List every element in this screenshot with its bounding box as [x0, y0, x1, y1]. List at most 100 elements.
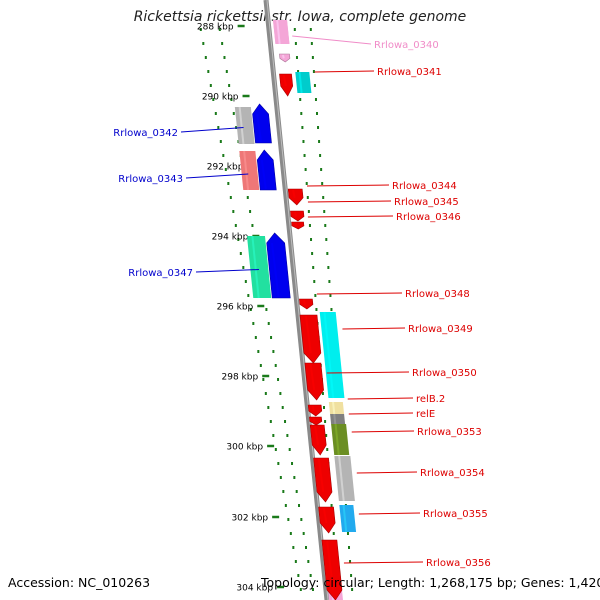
gene-rrlowa-0350[interactable]	[304, 362, 324, 401]
guide-dot	[350, 574, 353, 577]
cog-bar-rrlowa-0355[interactable]	[339, 505, 357, 532]
gene-label-rrlowa-0341[interactable]: Rrlowa_0341	[377, 67, 442, 78]
gene-label-rrlowa-0349[interactable]: Rrlowa_0349	[408, 324, 473, 335]
kbp-tick-label: 296 kbp	[217, 303, 254, 313]
gene-label-rele[interactable]: relE	[416, 409, 435, 420]
cog-bar-sheen	[338, 455, 345, 502]
gene-label-rrlowa-0340[interactable]: Rrlowa_0340	[374, 40, 439, 51]
cog-bar-sheen	[276, 19, 281, 45]
guide-dot	[330, 308, 333, 311]
cog-bar-rrlowa-0343[interactable]	[239, 151, 260, 190]
cog-bar-rrlowa-0341[interactable]	[295, 72, 312, 93]
cog-bar-rele[interactable]	[330, 414, 346, 424]
gene-arrow-edge	[304, 362, 324, 401]
guide-dot	[246, 196, 249, 199]
cog-bar-rrlowa-0354[interactable]	[334, 456, 355, 501]
guide-dot	[324, 224, 327, 227]
label-leader-line	[358, 512, 421, 515]
map-title: Rickettsia rickettsii str. Iowa, complet…	[133, 9, 467, 25]
gene-arrow-edge	[287, 188, 304, 206]
kbp-tick-label: 288 kbp	[197, 23, 234, 33]
guide-dot	[199, 28, 202, 31]
gene-rrlowa-0355[interactable]	[318, 506, 336, 534]
label-leader-line	[343, 561, 424, 564]
cog-bar-relb-2[interactable]	[328, 402, 345, 414]
gene-label-rrlowa-0354[interactable]: Rrlowa_0354	[420, 468, 485, 479]
gene-rrlowa-0342[interactable]	[252, 103, 272, 144]
gene-relb-2[interactable]	[307, 404, 323, 417]
gene-rrlowa-0345[interactable]	[290, 210, 305, 222]
gene-label-rrlowa-0346[interactable]: Rrlowa_0346	[396, 212, 461, 223]
guide-dot	[230, 98, 233, 101]
gene-rrlowa-0346[interactable]	[291, 221, 305, 230]
guide-dot	[286, 434, 289, 437]
gene-rrlowa-0354[interactable]	[313, 457, 333, 503]
gene-label-rrlowa-0344[interactable]: Rrlowa_0344	[392, 181, 457, 192]
guide-dot	[249, 308, 252, 311]
cog-bar-rrlowa-0340-body[interactable]	[273, 20, 290, 44]
gene-arrow-sheen	[322, 507, 328, 524]
gene-rrlowa-0356[interactable]	[321, 539, 343, 600]
guide-dot	[313, 280, 316, 283]
guide-dot	[239, 252, 242, 255]
guide-dot	[232, 210, 235, 213]
label-leader-line	[356, 471, 418, 474]
guide-dot	[223, 56, 226, 59]
label-leader-line	[342, 327, 406, 330]
guide-dot	[346, 532, 349, 535]
guide-dot	[249, 210, 252, 213]
gene-arrow-sheen	[317, 458, 325, 493]
guide-dot	[302, 140, 305, 143]
cog-bar-rrlowa-0353[interactable]	[331, 424, 350, 455]
label-leader-line	[326, 371, 410, 374]
gene-arrow-edge	[279, 73, 294, 97]
gene-label-rrlowa-0356[interactable]: Rrlowa_0356	[426, 558, 491, 569]
gene-arrow	[288, 189, 304, 205]
kbp-tick-label: 302 kbp	[231, 514, 268, 524]
guide-dot	[225, 70, 228, 73]
label-leader-line	[316, 292, 403, 295]
cog-bar-sheen	[298, 71, 303, 94]
gene-rrlowa-0348[interactable]	[299, 298, 314, 310]
gene-arrow-sheen	[260, 159, 267, 190]
guide-dot	[289, 532, 292, 535]
gene-rrlowa-0353[interactable]	[309, 424, 327, 456]
gene-label-rrlowa-0343[interactable]: Rrlowa_0343	[118, 174, 183, 185]
gene-rrlowa-0344[interactable]	[287, 188, 304, 206]
kbp-ruler: 288 kbp 290 kbp 292 kbp 294 kbp 296 kbp 298 k…	[197, 23, 285, 594]
guide-dot	[300, 112, 303, 115]
label-leader-line	[307, 215, 394, 218]
cog-bar-sheen	[332, 401, 336, 415]
gene-arrow-edge	[307, 404, 323, 417]
guide-dot	[305, 546, 308, 549]
gene-rrlowa-0349[interactable]	[299, 314, 322, 364]
guide-dot	[234, 224, 237, 227]
gene-arrow-sheen	[311, 405, 315, 412]
gene-label-rrlowa-0350[interactable]: Rrlowa_0350	[412, 368, 477, 379]
gene-arrow-edge	[256, 149, 277, 191]
guide-dot	[299, 588, 302, 591]
gene-label-rrlowa-0348[interactable]: Rrlowa_0348	[405, 289, 470, 300]
gene-label-relb-2[interactable]: relB.2	[416, 394, 445, 405]
gene-label-rrlowa-0355[interactable]: Rrlowa_0355	[423, 509, 488, 520]
guide-dot	[267, 322, 270, 325]
gene-label-rrlowa-0353[interactable]: Rrlowa_0353	[417, 427, 482, 438]
gene-rrlowa-0341[interactable]	[279, 73, 294, 97]
gene-label-rrlowa-0342[interactable]: Rrlowa_0342	[113, 128, 178, 139]
guide-dot	[316, 112, 319, 115]
gene-rrlowa-0343[interactable]	[256, 149, 277, 191]
gene-arrow-sheen	[302, 299, 306, 305]
guide-dot	[242, 266, 245, 269]
gene-label-rrlowa-0347[interactable]: Rrlowa_0347	[128, 268, 193, 279]
gene-arrow-edge	[309, 424, 327, 456]
gene-label-rrlowa-0345[interactable]: Rrlowa_0345	[394, 197, 459, 208]
guide-dot	[330, 504, 333, 507]
gene-rrlowa-0347[interactable]	[266, 232, 291, 299]
gene-rrlowa-0340[interactable]	[279, 53, 291, 63]
label-leader-line	[292, 35, 372, 45]
kbp-tick-label: 300 kbp	[226, 443, 263, 453]
guide-dot	[272, 350, 275, 353]
cog-bar-rrlowa-0342[interactable]	[234, 107, 255, 144]
gene-rele[interactable]	[309, 416, 323, 426]
